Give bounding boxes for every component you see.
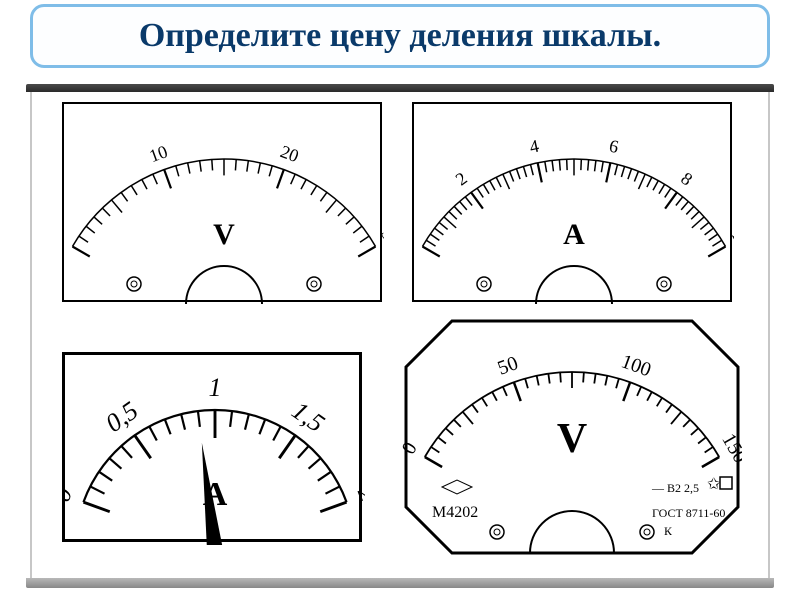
svg-text:10: 10 — [146, 141, 170, 166]
svg-text:2: 2 — [352, 483, 365, 505]
svg-text:М4202: М4202 — [432, 504, 478, 521]
svg-text:A: A — [563, 218, 585, 251]
svg-text:8: 8 — [677, 168, 696, 189]
svg-text:0: 0 — [64, 229, 69, 247]
title-text: Определите цену деления шкалы. — [139, 17, 661, 54]
svg-text:✩: ✩ — [707, 476, 721, 493]
meter-voltmeter-30: 0 10 20 30 V — [62, 102, 382, 302]
meter-ammeter-10: 0 2 4 6 8 10 A — [412, 102, 732, 302]
svg-text:1: 1 — [209, 373, 222, 402]
board-top-edge — [26, 84, 774, 92]
svg-text:ГОСТ 8711-60: ГОСТ 8711-60 — [652, 506, 725, 520]
svg-text:0,5: 0,5 — [100, 396, 143, 438]
title-box: Определите цену деления шкалы. — [30, 4, 770, 68]
svg-text:20: 20 — [278, 141, 302, 166]
meter-voltmeter-150: 050100150VМ4202— В2 2,5ГОСТ 8711-60К✩ — [402, 317, 742, 557]
meter-ammeter-10-svg: 0 2 4 6 8 10 A — [414, 104, 734, 304]
svg-text:V: V — [557, 416, 587, 462]
meter-ammeter-2: 00,511,52A — [62, 352, 362, 542]
svg-text:2: 2 — [452, 168, 471, 189]
meter-voltmeter-150-svg: 050100150VМ4202— В2 2,5ГОСТ 8711-60К✩ — [402, 317, 742, 557]
svg-text:30: 30 — [377, 225, 384, 251]
svg-text:— В2 2,5: — В2 2,5 — [651, 481, 699, 495]
svg-text:К: К — [664, 524, 673, 538]
svg-text:1,5: 1,5 — [287, 396, 330, 438]
svg-text:0: 0 — [65, 483, 78, 505]
svg-text:0: 0 — [414, 229, 419, 247]
svg-text:4: 4 — [528, 136, 541, 157]
svg-text:V: V — [213, 218, 235, 251]
board-panel: 0102030V 0246810A 00,511,52A 050100150VМ… — [30, 90, 770, 580]
board-bottom-edge — [26, 578, 774, 588]
meter-ammeter-2-svg: 00,511,52A — [65, 355, 365, 545]
meter-voltmeter-30-svg: 0 10 20 30 V — [64, 104, 384, 304]
svg-text:10: 10 — [727, 225, 734, 251]
svg-text:6: 6 — [607, 136, 620, 157]
